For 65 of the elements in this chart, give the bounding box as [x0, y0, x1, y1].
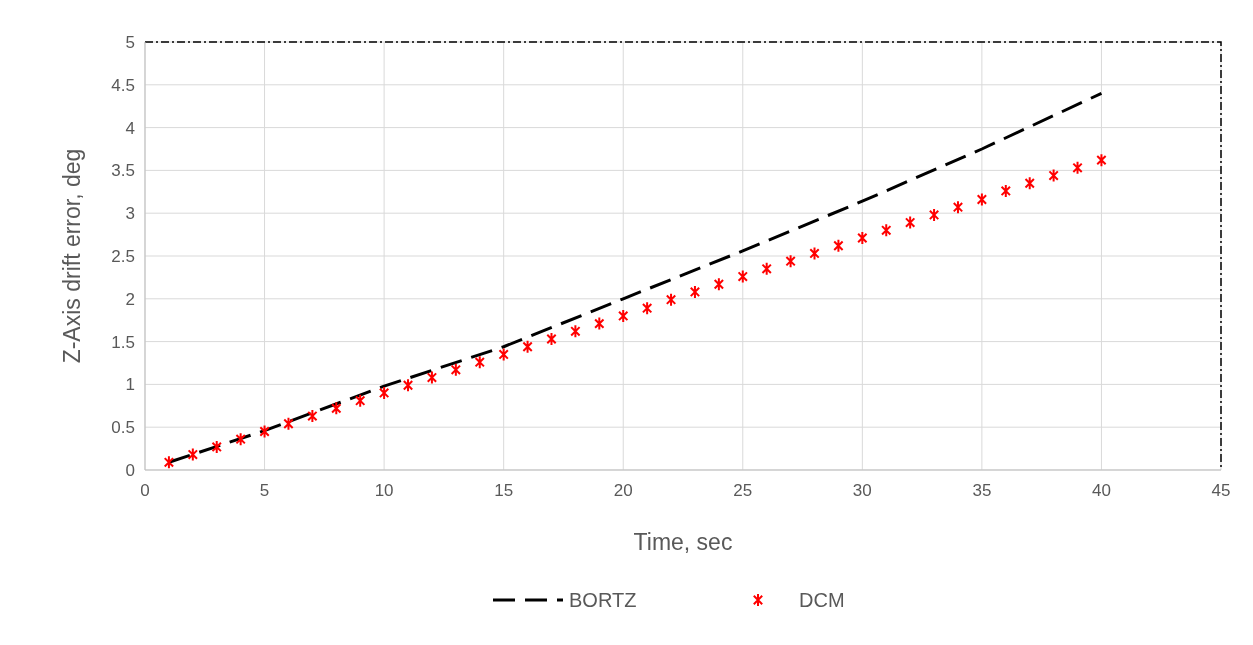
point — [1096, 153, 1107, 168]
y-tick-label: 1.5 — [111, 332, 135, 352]
point — [713, 277, 725, 292]
point — [211, 439, 222, 454]
legend-label: DCM — [799, 589, 845, 611]
point — [283, 416, 294, 431]
y-tick-label: 3.5 — [111, 161, 135, 181]
point — [187, 447, 199, 462]
point — [474, 355, 485, 370]
point — [737, 269, 748, 284]
point — [594, 316, 605, 331]
point — [928, 207, 940, 222]
x-tick-label: 25 — [733, 481, 753, 500]
point — [450, 362, 462, 377]
point — [833, 238, 844, 253]
point — [641, 301, 653, 316]
point — [976, 192, 988, 207]
point — [761, 261, 772, 276]
y-tick-label: 2.5 — [111, 247, 135, 266]
point — [618, 308, 629, 323]
point — [1000, 183, 1011, 198]
point — [163, 455, 175, 470]
point — [498, 347, 509, 362]
point — [904, 215, 916, 230]
point — [307, 409, 318, 424]
point — [809, 246, 820, 261]
point — [522, 339, 533, 354]
point — [426, 370, 438, 385]
point — [881, 223, 892, 238]
point — [570, 324, 581, 339]
x-tick-label: 45 — [1211, 481, 1231, 500]
point — [546, 332, 557, 347]
x-tick-label: 35 — [972, 481, 992, 500]
point — [1048, 168, 1059, 183]
point — [857, 231, 868, 246]
point — [689, 284, 701, 299]
point — [378, 385, 390, 400]
y-tick-label: 0 — [125, 461, 135, 480]
y-tick-label: 3 — [125, 204, 135, 224]
y-tick-label: 4.5 — [111, 75, 135, 95]
y-tick-label: 1 — [125, 375, 135, 395]
point — [785, 254, 796, 269]
y-axis-title: Z-Axis drift error, deg — [59, 148, 85, 364]
point — [1024, 176, 1035, 191]
x-tick-label: 20 — [613, 481, 633, 500]
legend-label: BORTZ — [569, 589, 637, 611]
x-axis-title: Time, sec — [633, 529, 733, 555]
point — [952, 200, 964, 215]
point — [665, 292, 677, 307]
x-tick-label: 15 — [494, 481, 514, 500]
y-tick-label: 5 — [125, 33, 135, 52]
x-tick-label: 0 — [140, 481, 150, 500]
point — [235, 432, 246, 447]
point — [402, 378, 414, 393]
y-tick-label: 0.5 — [111, 418, 135, 438]
point — [331, 401, 342, 416]
x-tick-label: 10 — [374, 481, 394, 500]
point — [259, 424, 270, 439]
y-tick-label: 2 — [125, 289, 135, 309]
point — [355, 393, 366, 408]
x-tick-label: 40 — [1091, 481, 1111, 500]
x-tick-label: 30 — [852, 481, 872, 500]
point — [1072, 160, 1083, 175]
y-tick-label: 4 — [125, 118, 135, 138]
x-tick-label: 5 — [259, 481, 270, 500]
